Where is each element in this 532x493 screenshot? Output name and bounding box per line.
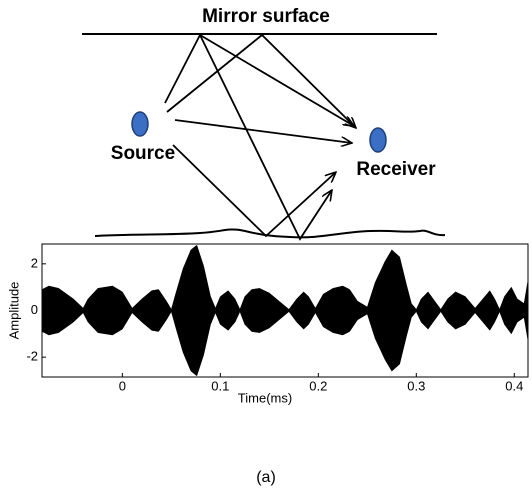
y-axis-label: Amplitude	[6, 282, 21, 340]
ray	[166, 33, 356, 128]
y-tick-label: 2	[31, 255, 38, 270]
diagram: Mirror surface Source Receiver	[82, 6, 446, 241]
source-label: Source	[111, 143, 175, 164]
ray	[174, 119, 352, 143]
x-tick-label: 0.4	[505, 378, 523, 393]
x-tick-label: 0	[119, 378, 126, 393]
ray	[164, 33, 354, 126]
x-tick-label: 0.2	[309, 378, 327, 393]
y-tick-label: 0	[31, 302, 38, 317]
x-tick-label: 0.3	[407, 378, 425, 393]
x-axis-label: Time(ms)	[238, 390, 292, 405]
caption: (a)	[256, 469, 276, 486]
ray	[199, 34, 332, 241]
rays	[164, 33, 356, 241]
ray	[172, 144, 336, 238]
waveform	[41, 244, 529, 377]
mirror-label: Mirror surface	[202, 6, 330, 27]
receiver-icon	[369, 127, 387, 153]
y-tick-label: -2	[26, 349, 38, 364]
x-tick-label: 0.1	[211, 378, 229, 393]
chart: -2 0 2 0 0.1 0.2 0.3 0.4 Time(ms) Amplitude	[6, 243, 529, 405]
ground	[94, 228, 446, 239]
receiver-label: Receiver	[356, 159, 436, 180]
source-icon	[131, 111, 149, 137]
